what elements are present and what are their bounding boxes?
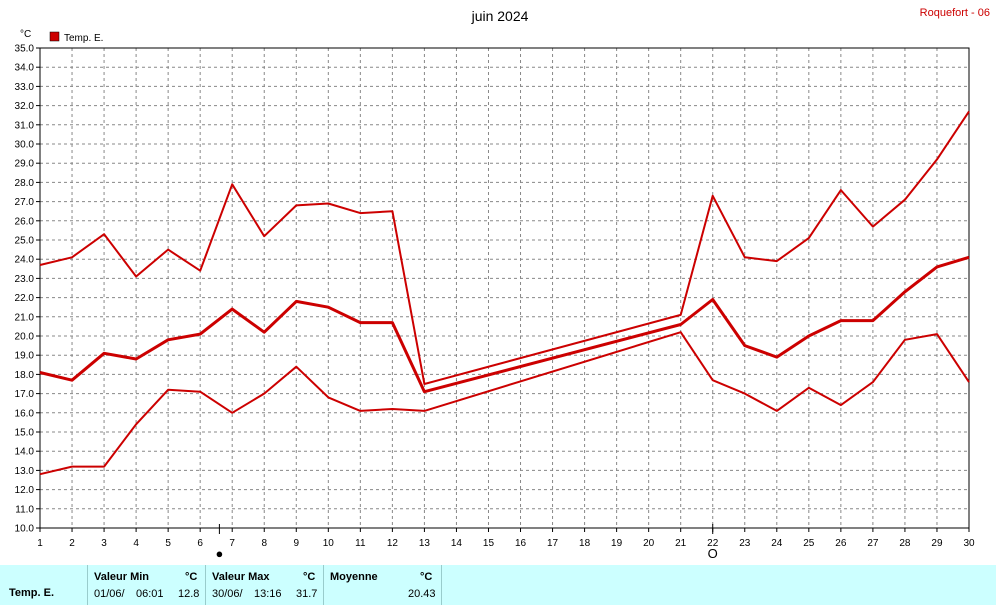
x-tick-label: 11 — [355, 538, 366, 549]
x-tick-label: 8 — [261, 538, 267, 549]
x-tick-label: 18 — [579, 538, 591, 549]
stats-max-date: 30/06/ — [212, 588, 243, 600]
x-tick-label: 4 — [133, 538, 139, 549]
y-tick-label: 24.0 — [15, 255, 35, 266]
stats-min-unit: °C — [185, 571, 198, 583]
y-tick-label: 19.0 — [15, 351, 35, 362]
stats-mean-cell: Moyenne °C 20.43 — [324, 565, 442, 605]
y-tick-label: 22.0 — [15, 293, 35, 304]
y-tick-label: 30.0 — [15, 140, 35, 151]
x-tick-label: 21 — [675, 538, 687, 549]
y-tick-label: 25.0 — [15, 236, 35, 247]
moon-phase-icon: O — [708, 546, 718, 561]
stats-row-label: Temp. E. — [9, 587, 55, 599]
x-tick-label: 20 — [643, 538, 655, 549]
series — [39, 110, 970, 476]
moon-phases: ● O — [215, 524, 718, 561]
stats-min-time: 06:01 — [136, 588, 164, 600]
plot-frame — [39, 47, 970, 529]
moon-phase-icon: ● — [215, 546, 223, 561]
x-tick-label: 1 — [37, 538, 43, 549]
y-tick-label: 17.0 — [15, 389, 35, 400]
y-tick-label: 14.0 — [15, 447, 35, 458]
y-tick-label: 10.0 — [15, 524, 35, 535]
x-tick-label: 12 — [387, 538, 399, 549]
x-tick-label: 6 — [197, 538, 203, 549]
x-tick-label: 24 — [771, 538, 783, 549]
stats-min-header: Valeur Min — [94, 571, 150, 583]
stats-max-value: 31.7 — [296, 588, 318, 600]
y-tick-label: 26.0 — [15, 216, 35, 227]
y-tick-label: 18.0 — [15, 370, 35, 381]
y-unit-label: °C — [20, 29, 31, 40]
x-tick-label: 9 — [293, 538, 299, 549]
x-tick-label: 27 — [867, 538, 879, 549]
series-line-max — [39, 110, 970, 385]
y-tick-label: 27.0 — [15, 197, 35, 208]
x-tick-label: 17 — [547, 538, 559, 549]
x-tick-label: 5 — [165, 538, 171, 549]
x-tick-label: 10 — [323, 538, 335, 549]
y-tick-label: 29.0 — [15, 159, 35, 170]
stats-min-value: 12.8 — [178, 588, 200, 600]
x-tick-label: 3 — [101, 538, 107, 549]
stats-row-label-cell: Temp. E. — [0, 565, 88, 605]
x-tick-label: 23 — [739, 538, 751, 549]
y-tick-label: 16.0 — [15, 408, 35, 419]
stats-mean-value: 20.43 — [408, 588, 436, 600]
x-tick-label: 2 — [69, 538, 75, 549]
stats-mean-header: Moyenne — [330, 571, 378, 583]
y-tick-label: 13.0 — [15, 466, 35, 477]
grid — [40, 48, 969, 528]
y-tick-label: 33.0 — [15, 82, 35, 93]
x-tick-label: 15 — [483, 538, 495, 549]
x-tick-label: 26 — [835, 538, 847, 549]
x-tick-label: 16 — [515, 538, 527, 549]
x-tick-label: 30 — [963, 538, 975, 549]
x-tick-label: 25 — [803, 538, 815, 549]
stats-max-time: 13:16 — [254, 588, 282, 600]
stats-max-header: Valeur Max — [212, 571, 270, 583]
stats-max-cell: Valeur Max °C 30/06/ 13:16 31.7 — [206, 565, 324, 605]
y-tick-label: 12.0 — [15, 485, 35, 496]
x-tick-label: 7 — [229, 538, 235, 549]
x-tick-label: 22 — [707, 538, 719, 549]
x-tick-label: 29 — [931, 538, 943, 549]
station-name: Roquefort - 06 — [920, 7, 990, 19]
legend-swatch — [49, 31, 60, 42]
stats-panel: Temp. E. Valeur Min °C 01/06/ 06:01 12.8… — [0, 565, 996, 605]
y-tick-label: 21.0 — [15, 312, 35, 323]
x-tick-label: 28 — [899, 538, 911, 549]
y-tick-label: 35.0 — [15, 44, 35, 55]
y-tick-label: 11.0 — [15, 504, 34, 515]
y-tick-label: 34.0 — [15, 63, 35, 74]
y-tick-label: 23.0 — [15, 274, 35, 285]
stats-max-unit: °C — [303, 571, 316, 583]
stats-mean-unit: °C — [420, 571, 433, 583]
axes: 1 2 3 4 5 6 7 8 9 10 11 12 13 14 15 16 17 18 19 20 21 22 23 24 2… — [15, 44, 975, 550]
x-tick-label: 19 — [611, 538, 623, 549]
stats-min-date: 01/06/ — [94, 588, 125, 600]
legend-label: Temp. E. — [64, 33, 103, 44]
stats-min-cell: Valeur Min °C 01/06/ 06:01 12.8 — [88, 565, 206, 605]
y-tick-label: 31.0 — [15, 120, 35, 131]
y-tick-label: 20.0 — [15, 332, 35, 343]
x-tick-label: 13 — [419, 538, 431, 549]
chart-title: juin 2024 — [471, 8, 529, 24]
y-tick-label: 32.0 — [15, 101, 35, 112]
series-line-mean — [39, 255, 970, 394]
x-tick-label: 14 — [451, 538, 463, 549]
series-line-min — [39, 331, 970, 476]
y-tick-label: 15.0 — [15, 428, 35, 439]
y-tick-label: 28.0 — [15, 178, 35, 189]
